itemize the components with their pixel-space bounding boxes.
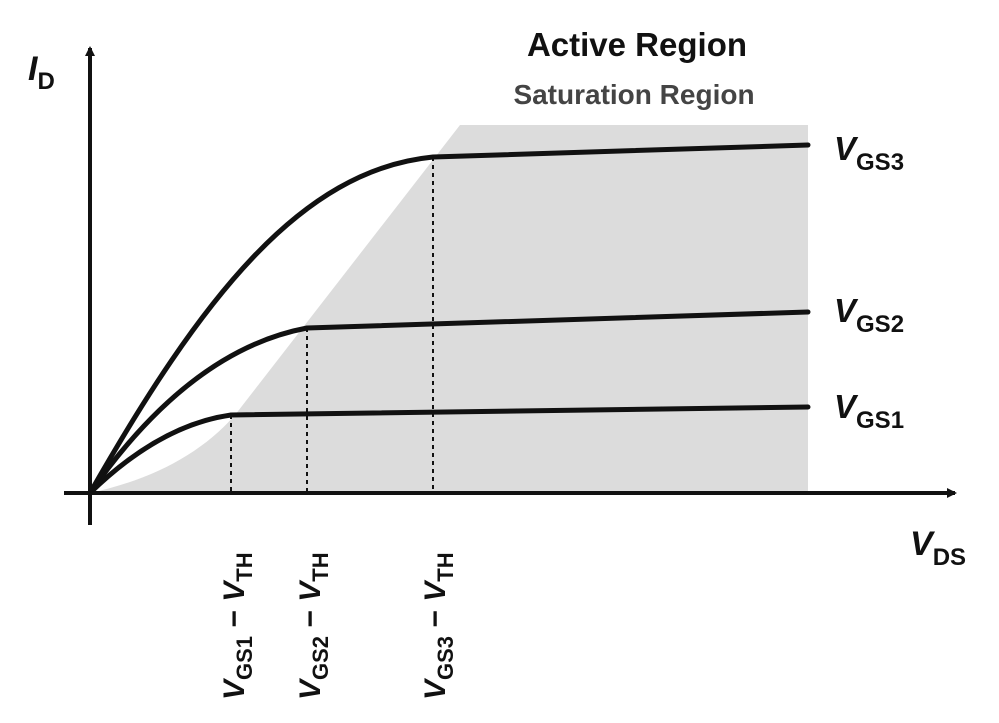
title: Active Region <box>527 26 747 63</box>
x-axis-label: VDS <box>910 525 966 571</box>
curve-vgs3 <box>87 142 811 496</box>
curve-label-vgs1: VGS1 <box>834 388 904 434</box>
curve-vgs2 <box>87 309 811 496</box>
saturation-region <box>90 125 808 493</box>
subtitle: Saturation Region <box>513 79 754 110</box>
tick-label-vgs1-vth: VGS1 − VTH <box>218 552 257 700</box>
curve-label-vgs3: VGS3 <box>834 130 904 176</box>
curve-vgs1 <box>87 404 811 496</box>
tick-label-vgs3-vth: VGS3 − VTH <box>419 552 458 700</box>
y-axis-label: ID <box>28 50 55 95</box>
tick-label-vgs2-vth: VGS2 − VTH <box>294 552 333 700</box>
curve-label-vgs2: VGS2 <box>834 292 904 338</box>
